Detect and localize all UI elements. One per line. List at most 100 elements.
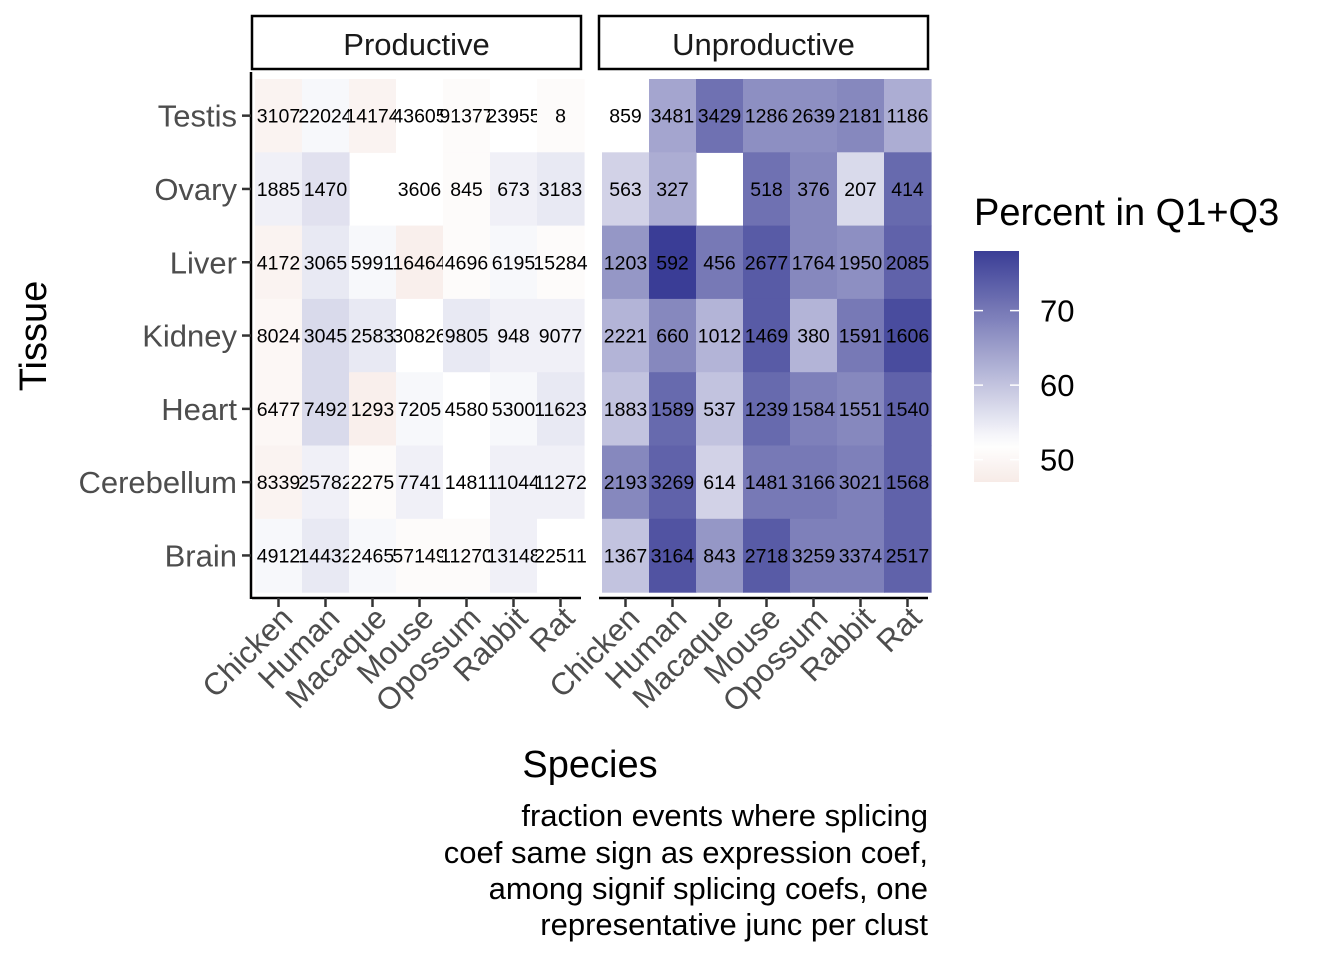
- heatmap-cell: [396, 225, 444, 300]
- y-tick-label: Brain: [165, 538, 237, 573]
- heatmap-cell: [837, 79, 885, 153]
- heatmap-cell: [349, 225, 397, 300]
- heatmap-cell: [255, 225, 303, 300]
- cell-count-label: 4172: [257, 252, 300, 274]
- heatmap-cell: [443, 152, 491, 227]
- cell-count-label: 23955: [486, 106, 540, 128]
- cell-count-label: 8339: [257, 472, 300, 494]
- cell-count-label: 843: [703, 545, 736, 567]
- cell-count-label: 414: [891, 179, 924, 201]
- heatmap-cell: [790, 225, 838, 300]
- cell-count-label: 614: [703, 472, 736, 494]
- heatmap-cell: [396, 152, 444, 227]
- cell-count-label: 1606: [886, 326, 929, 348]
- cell-count-label: 91377: [439, 106, 493, 128]
- cell-count-label: 537: [703, 399, 736, 421]
- heatmap-cell: [255, 79, 303, 153]
- heatmap-cell: [649, 79, 697, 153]
- cell-count-label: 4580: [445, 399, 489, 421]
- cell-count-label: 1186: [887, 106, 929, 128]
- heatmap-cell: [255, 518, 303, 593]
- facet-panel-unproductive: Unproductive 859 3481 3429 1286 2639 2181 1186 5…: [597, 14, 932, 593]
- heatmap-cell: [349, 372, 397, 447]
- legend-colorbar: [974, 251, 1019, 482]
- heatmap-cell: [602, 518, 650, 593]
- cell-count-label: 3429: [698, 106, 741, 128]
- heatmap-cell: [490, 225, 538, 300]
- cell-count-label: 4912: [257, 545, 300, 567]
- cell-count-label: 13148: [486, 545, 540, 567]
- y-tick-label: Kidney: [142, 319, 237, 354]
- heatmap-cell: [443, 79, 491, 153]
- cell-count-label: 3606: [398, 179, 441, 201]
- heatmap-cell: [696, 445, 744, 520]
- cell-count-label: 14174: [345, 106, 399, 128]
- heatmap-cell: [302, 445, 350, 520]
- heatmap-cell: [884, 79, 932, 153]
- heatmap-cell: [696, 79, 744, 153]
- heatmap-cell: [490, 152, 538, 227]
- heatmap-cell: [884, 372, 932, 447]
- heatmap-cell: [443, 445, 491, 520]
- heatmap-cell: [349, 298, 397, 373]
- cell-count-label: 327: [656, 179, 689, 201]
- cell-count-label: 2465: [351, 545, 395, 567]
- heatmap-cell: [837, 298, 885, 373]
- heatmap-cell: [396, 445, 444, 520]
- cell-count-label: 11270: [440, 545, 493, 567]
- heatmap-cell: [884, 518, 932, 593]
- heatmap-cell: [743, 298, 791, 373]
- cell-count-label: 6195: [492, 252, 536, 274]
- heatmap-cell: [302, 372, 350, 447]
- heatmap-cell: [649, 298, 697, 373]
- cell-count-label: 3065: [304, 252, 348, 274]
- cell-count-label: 22024: [298, 106, 352, 128]
- cell-count-label: 1286: [745, 106, 788, 128]
- color-legend: Percent in Q1+Q3 50 60 70: [974, 192, 1279, 482]
- y-tick-label: Liver: [170, 245, 237, 280]
- heatmap-cell: [255, 445, 303, 520]
- heatmap-cell: [255, 152, 303, 227]
- heatmap-cell: [349, 445, 397, 520]
- cell-count-label: 3021: [839, 472, 882, 494]
- cell-count-label: 3269: [651, 472, 694, 494]
- facet-strip: [250, 14, 583, 71]
- heatmap-cell: [743, 445, 791, 520]
- heatmap-cell: [837, 225, 885, 300]
- cell-count-label: 16464: [392, 252, 446, 274]
- heatmap-cell: [837, 518, 885, 593]
- heatmap-cell: [537, 152, 585, 227]
- cell-count-label: 11044: [487, 472, 540, 494]
- cell-count-label: 3183: [539, 179, 582, 201]
- heatmap-cell: [302, 298, 350, 373]
- cell-count-label: 1012: [698, 326, 741, 348]
- heatmap-cell: [649, 225, 697, 300]
- legend-tick-label: 50: [1040, 443, 1074, 478]
- heatmap-cell: [743, 79, 791, 153]
- heatmap-cell: [490, 79, 538, 153]
- cell-count-label: 1568: [886, 472, 929, 494]
- cell-count-label: 1589: [651, 399, 694, 421]
- cell-count-label: 43605: [392, 106, 446, 128]
- heatmap-cell: [743, 372, 791, 447]
- heatmap-cell: [349, 79, 397, 153]
- heatmap-cell: [884, 152, 932, 227]
- cell-count-label: 7492: [304, 399, 347, 421]
- heatmap-cell: [396, 518, 444, 593]
- heatmap-cell: [443, 372, 491, 447]
- cell-count-label: 1293: [351, 399, 394, 421]
- cell-count-label: 1540: [886, 399, 930, 421]
- heatmap-cell: [837, 372, 885, 447]
- y-axis-title: Tissue: [13, 281, 55, 392]
- y-tick-label: Ovary: [154, 172, 237, 207]
- cell-count-label: 2718: [745, 545, 788, 567]
- heatmap-cell: [602, 298, 650, 373]
- cell-count-label: 4696: [445, 252, 488, 274]
- heatmap-cell: [396, 372, 444, 447]
- cell-count-label: 660: [656, 326, 689, 348]
- heatmap-cell: [884, 298, 932, 373]
- cell-count-label: 859: [609, 106, 642, 128]
- heatmap-cell: [696, 372, 744, 447]
- heatmap-cell: [790, 79, 838, 153]
